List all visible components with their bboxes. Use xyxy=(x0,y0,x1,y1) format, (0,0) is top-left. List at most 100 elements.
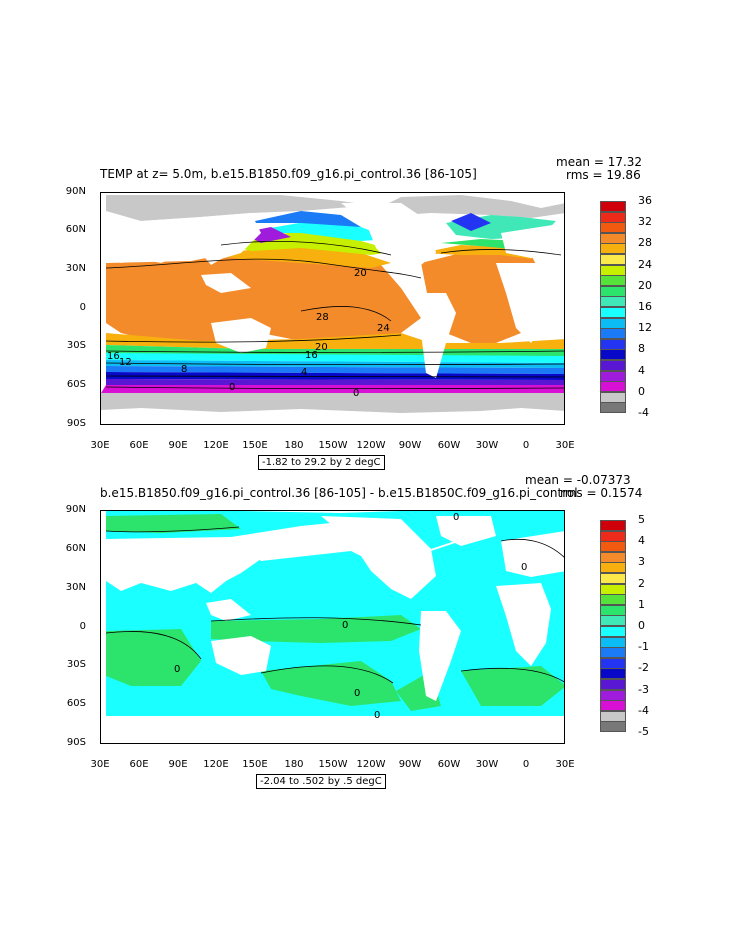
lon-label: 60E xyxy=(129,759,149,770)
colorbar-label: 0 xyxy=(638,384,645,398)
lon-label: 60W xyxy=(437,759,461,770)
colorbar-label: 4 xyxy=(638,534,645,548)
colorbar-swatch xyxy=(600,275,626,287)
contour-line xyxy=(500,538,564,558)
bottom-rms-text: rms = 0.1574 xyxy=(560,486,643,500)
colorbar-swatch xyxy=(600,636,626,648)
green-south-pacific xyxy=(261,661,401,706)
colorbar-swatch xyxy=(600,700,626,712)
arctic-ice xyxy=(106,195,564,221)
colorbar-label: 12 xyxy=(638,321,652,335)
contour-line xyxy=(105,362,564,366)
lon-label: 90W xyxy=(398,759,422,770)
colorbar-swatch xyxy=(600,328,626,340)
colorbar-label: -2 xyxy=(638,661,649,675)
lon-label: 90E xyxy=(168,440,188,451)
contour-line xyxy=(300,306,392,322)
lon-label: 150W xyxy=(318,759,348,770)
colorbar-swatch xyxy=(600,594,626,606)
contour-label: 0 xyxy=(354,688,361,699)
south-band-cyan xyxy=(106,353,564,363)
contour-label: 24 xyxy=(377,323,390,334)
lon-label: 120E xyxy=(203,759,229,770)
land-asia xyxy=(106,539,261,593)
land-africa xyxy=(496,583,551,666)
colorbar-label: 4 xyxy=(638,363,645,377)
colorbar-label: 8 xyxy=(638,342,645,356)
colorbar-swatch xyxy=(600,551,626,563)
tropical-ocean-field xyxy=(106,251,421,343)
colorbar-swatch xyxy=(600,317,626,329)
lon-label: 150E xyxy=(242,440,268,451)
contour-label: 20 xyxy=(354,268,367,279)
lat-label: 90S xyxy=(66,737,86,748)
contour-line xyxy=(460,667,564,683)
green-south-atlantic xyxy=(461,666,564,706)
colorbar-swatch xyxy=(600,381,626,393)
bottom-range-label: -2.04 to .502 by .5 degC xyxy=(256,774,386,789)
antarctic-ice-shelf xyxy=(101,393,564,413)
colorbar-swatch xyxy=(600,254,626,265)
lon-label: 30E xyxy=(555,440,575,451)
top-mean-text: mean = 17.32 xyxy=(556,155,643,169)
south-band-violet xyxy=(106,379,564,385)
south-band-magenta xyxy=(101,385,564,393)
lat-label: 30N xyxy=(65,582,86,593)
colorbar-swatch xyxy=(600,402,626,414)
land-asia xyxy=(101,213,261,265)
lat-label: 90N xyxy=(65,186,86,197)
lat-label: 30N xyxy=(65,263,86,274)
colorbar-swatch xyxy=(600,232,626,244)
lat-label: 90N xyxy=(65,504,86,515)
south-band-blue xyxy=(106,366,564,374)
colorbar-swatch xyxy=(600,391,626,403)
lon-label: 30E xyxy=(90,759,110,770)
colorbar-swatch xyxy=(600,264,626,276)
contour-label: 16 xyxy=(305,350,318,361)
contour-line xyxy=(210,617,422,626)
green-south-indian xyxy=(106,629,201,686)
land-greenland xyxy=(436,516,496,546)
contour-line xyxy=(105,631,202,660)
colorbar-label: 1 xyxy=(638,597,645,611)
lon-label: 0 xyxy=(522,440,530,451)
colorbar-label: -5 xyxy=(638,725,649,738)
south-band-green xyxy=(106,345,564,356)
contour-line xyxy=(105,526,240,533)
lon-label: 120W xyxy=(356,759,386,770)
colorbar-swatch xyxy=(600,296,626,308)
lon-label: 150E xyxy=(242,759,268,770)
lat-label: 30S xyxy=(66,340,86,351)
colorbar-swatch xyxy=(600,243,626,255)
contour-line xyxy=(105,375,564,378)
lon-label: 30E xyxy=(90,440,110,451)
land-europe xyxy=(501,531,564,577)
colorbar-swatch xyxy=(600,689,626,701)
lat-label: 60S xyxy=(66,698,86,709)
south-band-yellow xyxy=(106,333,564,349)
lat-label: 0 xyxy=(79,621,86,632)
colorbar-swatch xyxy=(600,668,626,680)
bottom-mean-text: mean = -0.07373 xyxy=(525,473,631,487)
contour-label: 0 xyxy=(374,710,381,721)
north-pacific-band-blue xyxy=(246,211,361,227)
lon-label: 60E xyxy=(129,440,149,451)
lon-label: 30E xyxy=(555,759,575,770)
top-map-plot: 20 28 24 20 16 16 12 8 4 0 0 xyxy=(100,192,565,425)
land-europe xyxy=(501,223,564,258)
colorbar-swatch xyxy=(600,626,626,637)
top-map-svg xyxy=(101,193,564,424)
colorbar-swatch xyxy=(600,201,626,212)
contour-line xyxy=(440,249,562,256)
colorbar-swatch xyxy=(600,307,626,318)
lon-label: 120W xyxy=(356,440,386,451)
colorbar-swatch xyxy=(600,530,626,542)
contour-label: 12 xyxy=(119,357,132,368)
lon-label: 0 xyxy=(522,759,530,770)
contour-label: 16 xyxy=(107,351,120,362)
lon-label: 120E xyxy=(203,440,229,451)
colorbar-label: 5 xyxy=(638,513,645,526)
colorbar-label: 28 xyxy=(638,236,652,250)
colorbar-swatch xyxy=(600,604,626,616)
contour-line xyxy=(220,240,392,256)
